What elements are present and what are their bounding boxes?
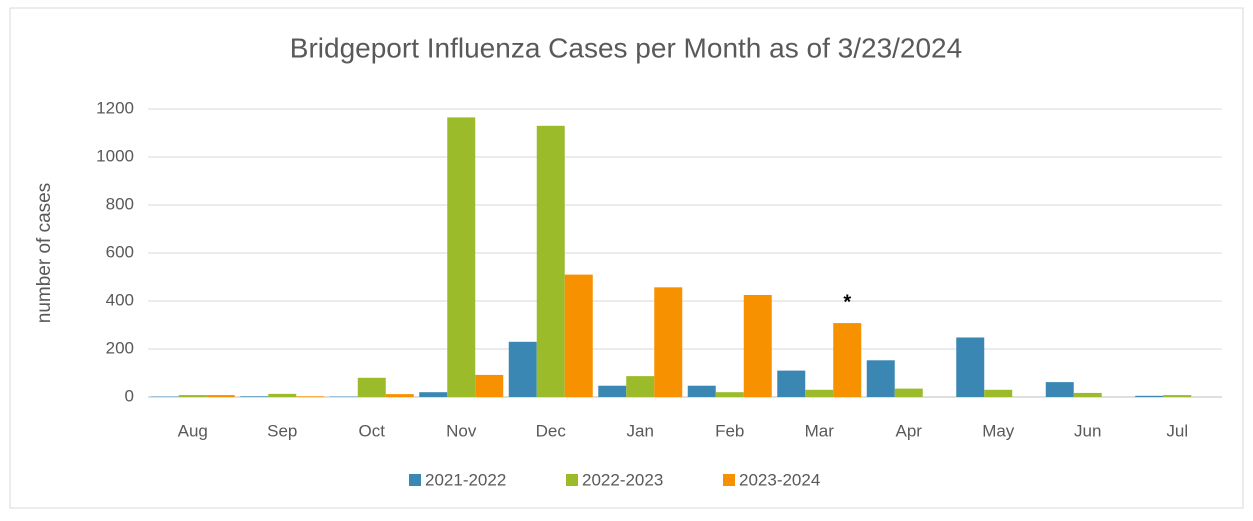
bar: [268, 394, 296, 397]
bar: [419, 392, 447, 397]
legend-label: 2023-2024: [739, 470, 820, 489]
legend-label: 2021-2022: [425, 470, 506, 489]
bar: [984, 390, 1012, 397]
bar: [956, 337, 984, 397]
bar: [895, 389, 923, 397]
y-tick-label: 1000: [96, 146, 134, 165]
bar: [1074, 393, 1102, 397]
x-tick-label: Oct: [359, 421, 386, 440]
x-tick-label: Sep: [267, 421, 297, 440]
bar: [296, 396, 324, 397]
y-tick-label: 0: [125, 386, 134, 405]
y-tick-label: 400: [106, 290, 134, 309]
bar: [744, 295, 772, 397]
legend-swatch: [409, 474, 421, 486]
bar: [537, 126, 565, 397]
bar: [777, 371, 805, 397]
x-tick-label: Jul: [1166, 421, 1188, 440]
x-tick-label: Apr: [896, 421, 923, 440]
chart-title: Bridgeport Influenza Cases per Month as …: [290, 32, 962, 63]
x-tick-label: Feb: [715, 421, 744, 440]
y-axis-label: number of cases: [34, 183, 55, 323]
x-tick-label: Mar: [805, 421, 835, 440]
bar: [626, 376, 654, 397]
bar: [240, 396, 268, 397]
bar: [509, 342, 537, 397]
bar: [207, 395, 235, 397]
bar: [598, 386, 626, 397]
legend-swatch: [723, 474, 735, 486]
bar: [1046, 382, 1074, 397]
bar: [805, 390, 833, 397]
bar: [565, 275, 593, 397]
bar: [833, 323, 861, 397]
bar: [654, 287, 682, 397]
bar: [475, 375, 503, 397]
x-tick-label: May: [982, 421, 1015, 440]
bar: [386, 394, 414, 397]
x-tick-label: Jun: [1074, 421, 1101, 440]
x-tick-label: Aug: [178, 421, 208, 440]
x-tick-label: Nov: [446, 421, 477, 440]
bar: [358, 378, 386, 397]
bar: [716, 392, 744, 397]
bar: [688, 386, 716, 397]
x-tick-label: Dec: [536, 421, 567, 440]
y-tick-label: 200: [106, 338, 134, 357]
annotation: *: [843, 291, 851, 313]
legend-swatch: [566, 474, 578, 486]
y-tick-label: 800: [106, 194, 134, 213]
bar: [1163, 395, 1191, 397]
bar: [447, 117, 475, 397]
legend-label: 2022-2023: [582, 470, 663, 489]
bar: [867, 360, 895, 397]
bar: [1135, 396, 1163, 397]
x-tick-label: Jan: [627, 421, 654, 440]
y-tick-label: 1200: [96, 98, 134, 117]
bar: [179, 395, 207, 397]
y-tick-label: 600: [106, 242, 134, 261]
